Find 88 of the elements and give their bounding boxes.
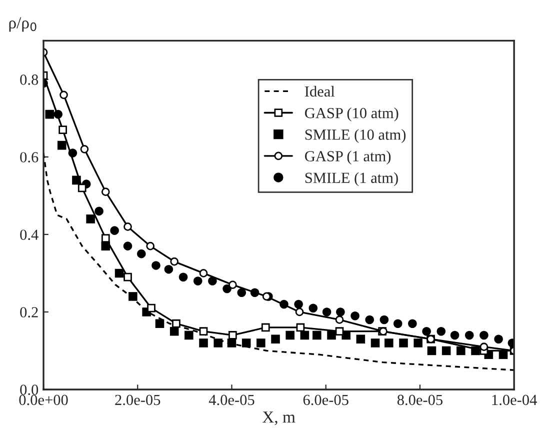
- point: [442, 346, 451, 356]
- point: [365, 315, 374, 324]
- point: [308, 304, 318, 312]
- point: [414, 338, 422, 348]
- point: [101, 234, 110, 242]
- legend-label: SMILE (1 atm): [305, 172, 398, 186]
- point: [184, 330, 194, 340]
- point: [146, 242, 155, 250]
- point: [199, 269, 208, 278]
- point: [152, 261, 160, 270]
- x-tick-label: 0.0e+00: [19, 394, 68, 406]
- y-tick-label: 0.4: [20, 230, 38, 240]
- y-tick-label: 0.6: [20, 152, 38, 162]
- legend-label: GASP (10 atm): [305, 107, 398, 122]
- point: [57, 140, 66, 150]
- point: [60, 90, 68, 100]
- point: [380, 315, 389, 324]
- point: [335, 327, 344, 336]
- point: [80, 145, 89, 154]
- y-tick-label: 0.2: [20, 307, 38, 318]
- point: [124, 222, 132, 231]
- point: [427, 346, 436, 356]
- point: [295, 308, 304, 316]
- point: [336, 308, 345, 316]
- point: [228, 280, 237, 289]
- point: [114, 268, 124, 278]
- point: [164, 264, 174, 274]
- point: [350, 311, 360, 320]
- point: [110, 226, 119, 235]
- point: [124, 272, 132, 282]
- point: [193, 276, 202, 286]
- point: [294, 300, 303, 309]
- x-tick-label: 8.0e-05: [397, 394, 442, 406]
- point: [480, 342, 488, 352]
- y-axis-title: ρ/ρ$_{0}$: [9, 17, 36, 32]
- point: [322, 308, 332, 316]
- point: [94, 206, 104, 216]
- point: [456, 346, 466, 356]
- point: [422, 326, 431, 336]
- point: [256, 338, 266, 348]
- point: [393, 319, 402, 328]
- point: [58, 126, 67, 134]
- point: [123, 242, 132, 250]
- x-tick-label: 4.0e-05: [208, 394, 254, 406]
- point: [178, 272, 188, 282]
- legend-label: SMILE (10 atm): [305, 129, 406, 143]
- point: [450, 330, 460, 340]
- x-tick-label: 2.0e-05: [115, 394, 160, 406]
- point: [172, 319, 180, 328]
- x-tick-label: 1.0e-04: [492, 394, 537, 406]
- point: [78, 184, 86, 192]
- point: [300, 330, 310, 340]
- y-tick-label: 0.0: [20, 384, 38, 395]
- point: [370, 338, 380, 348]
- point: [335, 316, 344, 324]
- point: [408, 319, 417, 328]
- point: [494, 334, 503, 344]
- point: [237, 288, 246, 297]
- point: [384, 338, 394, 348]
- point: [261, 323, 270, 332]
- point: [228, 331, 237, 340]
- point: [327, 330, 336, 340]
- point: [356, 334, 366, 344]
- legend-label: Ideal: [304, 86, 335, 97]
- point: [242, 338, 251, 348]
- point: [271, 334, 280, 344]
- point: [147, 304, 156, 312]
- point: [155, 319, 164, 328]
- point: [86, 214, 95, 224]
- point: [101, 188, 110, 196]
- legend-label: GASP (1 atm): [305, 150, 391, 165]
- point: [170, 257, 179, 266]
- point: [199, 338, 208, 348]
- point: [480, 330, 488, 340]
- point: [464, 330, 474, 340]
- x-axis-title: X, m: [262, 412, 296, 426]
- point: [45, 110, 54, 119]
- point: [128, 292, 138, 301]
- point: [199, 327, 208, 336]
- point: [399, 338, 408, 348]
- x-tick-label: 6.0e-05: [303, 394, 348, 406]
- point: [312, 330, 322, 340]
- point: [296, 323, 305, 332]
- point: [214, 338, 222, 348]
- y-tick-label: 0.8: [20, 74, 38, 85]
- point: [286, 330, 294, 340]
- point: [436, 326, 446, 336]
- point: [137, 249, 146, 258]
